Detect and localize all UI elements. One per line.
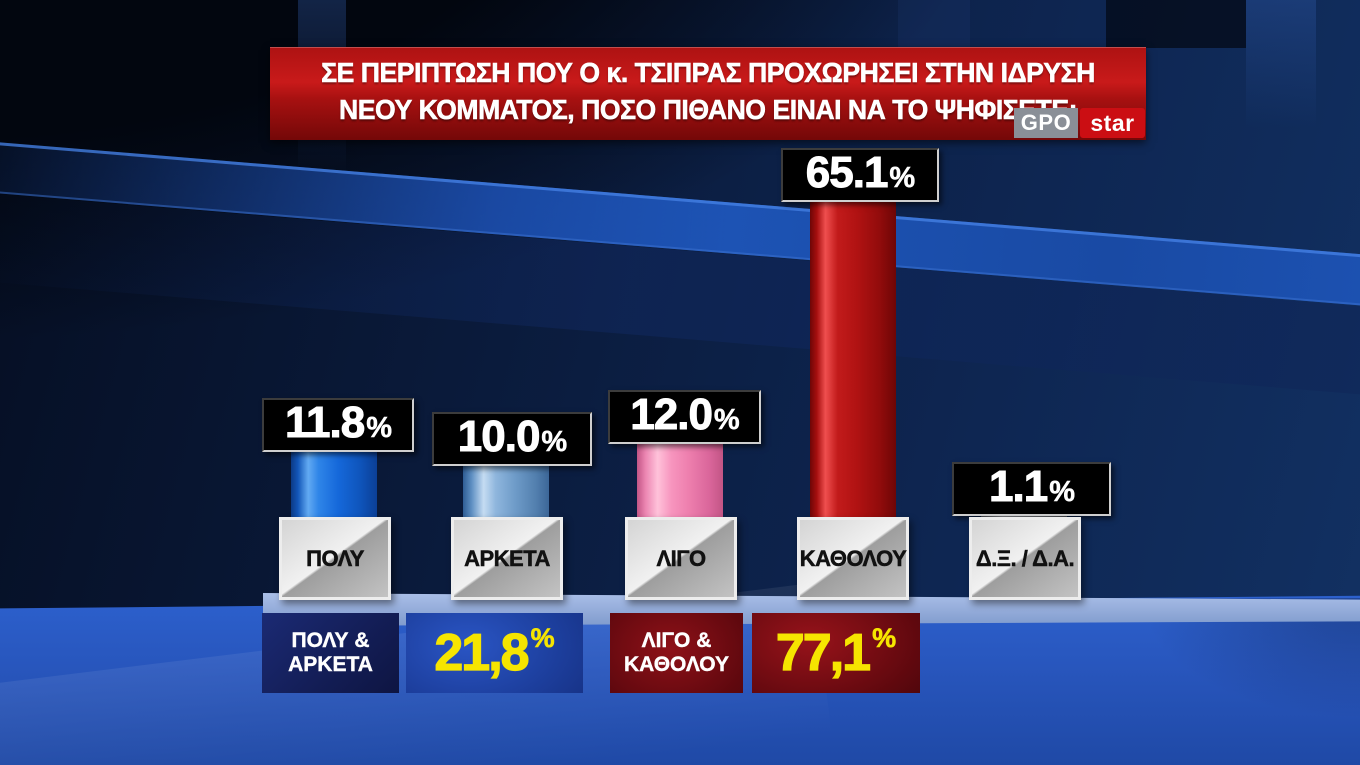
summary-label-poly-arketa: ΠΟΛΥ & ΑΡΚΕΤΑ: [262, 613, 399, 693]
question-banner: ΣΕ ΠΕΡΙΠΤΩΣΗ ΠΟΥ Ο κ. ΤΣΙΠΡΑΣ ΠΡΟΧΩΡΗΣΕΙ…: [270, 47, 1146, 140]
value-number: 10.0: [457, 412, 541, 461]
value-label-dxda: 1.1%: [952, 462, 1111, 516]
percent-sign: %: [1049, 476, 1075, 509]
background-strip: [1246, 0, 1316, 128]
percent-sign: %: [713, 404, 740, 437]
category-label-ligo: ΛΙΓΟ: [625, 517, 737, 600]
percent-sign: %: [530, 622, 555, 653]
value-number: 11.8: [284, 398, 365, 447]
summary-value-poly-arketa: 21,8%: [406, 613, 583, 693]
bar-arketa: [463, 460, 549, 520]
value-label-ligo: 12.0%: [608, 390, 761, 444]
summary-value-ligo-katholou: 77,1%: [752, 613, 920, 693]
background-strip: [1106, 0, 1246, 48]
question-line1: ΣΕ ΠΕΡΙΠΤΩΣΗ ΠΟΥ Ο κ. ΤΣΙΠΡΑΣ ΠΡΟΧΩΡΗΣΕΙ…: [321, 57, 1096, 89]
category-label-katholou: ΚΑΘΟΛΟΥ: [797, 517, 909, 600]
category-label-dxda: Δ.Ξ. / Δ.Α.: [969, 517, 1081, 600]
percent-sign: %: [366, 412, 392, 445]
bar-poly: [291, 445, 377, 520]
floor-fold: [930, 598, 1360, 765]
bar-katholou: [810, 196, 896, 520]
summary-number: 21,8: [434, 623, 530, 682]
value-number: 65.1: [805, 148, 889, 197]
value-number: 12.0: [630, 390, 714, 439]
question-line2: ΝΕΟΥ ΚΟΜΜΑΤΟΣ, ΠΟΣΟ ΠΙΘΑΝΟ ΕΙΝΑΙ ΝΑ ΤΟ Ψ…: [339, 94, 1078, 126]
star-logo: star: [1080, 108, 1145, 138]
summary-number: 77,1: [775, 623, 871, 682]
value-label-poly: 11.8%: [262, 398, 414, 452]
value-label-katholou: 65.1%: [781, 148, 939, 202]
question-text: ΣΕ ΠΕΡΙΠΤΩΣΗ ΠΟΥ Ο κ. ΤΣΙΠΡΑΣ ΠΡΟΧΩΡΗΣΕΙ…: [292, 47, 1124, 140]
value-number: 1.1: [989, 462, 1049, 511]
gpo-logo: GPO: [1014, 108, 1078, 138]
bar-ligo: [637, 437, 723, 520]
source-logos: GPO star: [1014, 108, 1145, 138]
category-label-poly: ΠΟΛΥ: [279, 517, 391, 600]
percent-sign: %: [541, 426, 567, 459]
percent-sign: %: [889, 162, 915, 195]
percent-sign: %: [872, 622, 897, 653]
value-label-arketa: 10.0%: [432, 412, 592, 466]
summary-label-ligo-katholou: ΛΙΓΟ & ΚΑΘΟΛΟΥ: [610, 613, 743, 693]
category-label-arketa: ΑΡΚΕΤΑ: [451, 517, 563, 600]
